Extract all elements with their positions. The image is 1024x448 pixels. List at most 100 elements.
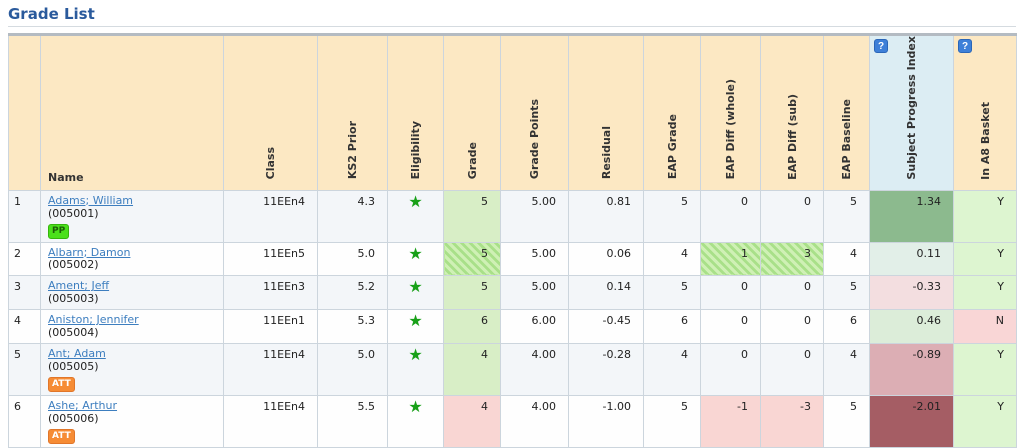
row-number-cell: 6 bbox=[8, 395, 41, 448]
ks2-prior-cell: 5.0 bbox=[317, 343, 388, 397]
grade-cell: 5 bbox=[443, 241, 501, 277]
class-cell: 11EEn4 bbox=[223, 395, 318, 448]
eligibility-cell: ★ bbox=[387, 241, 444, 277]
eap-diff-sub-cell: 0 bbox=[760, 309, 824, 345]
eligibility-star-icon: ★ bbox=[408, 191, 423, 211]
column-header-class: Class bbox=[223, 34, 318, 191]
student-id: (005001) bbox=[48, 206, 99, 220]
table-row: 4 Aniston; Jennifer (005004) 11EEn1 5.3 ★ 6 6.0… bbox=[8, 309, 1017, 345]
class-cell: 11EEn5 bbox=[223, 241, 318, 277]
residual-cell: -1.00 bbox=[568, 395, 644, 448]
eligibility-star-icon: ★ bbox=[408, 311, 423, 331]
ks2-prior-cell: 5.0 bbox=[317, 241, 388, 277]
grade-points-cell: 6.00 bbox=[500, 309, 569, 345]
page-title: Grade List bbox=[8, 5, 95, 23]
header-row: Name Class KS2 Prior Eligibility Grade G… bbox=[8, 34, 1017, 191]
eap-diff-whole-cell: 0 bbox=[700, 343, 761, 397]
subject-progress-index-cell: -0.33 bbox=[869, 275, 954, 311]
student-link[interactable]: Albarn; Damon bbox=[48, 245, 131, 259]
table-row: 2 Albarn; Damon (005002) 11EEn5 5.0 ★ 5 5.00 0.0… bbox=[8, 241, 1017, 277]
ks2-prior-cell: 5.2 bbox=[317, 275, 388, 311]
class-cell: 11EEn3 bbox=[223, 275, 318, 311]
eap-baseline-cell: 4 bbox=[823, 241, 870, 277]
eap-grade-cell: 5 bbox=[643, 189, 701, 243]
grade-cell: 5 bbox=[443, 275, 501, 311]
eap-diff-sub-cell: -3 bbox=[760, 395, 824, 448]
grade-list-table: Name Class KS2 Prior Eligibility Grade G… bbox=[8, 33, 1017, 448]
in-a8-basket-cell: Y bbox=[953, 343, 1017, 397]
class-cell: 11EEn1 bbox=[223, 309, 318, 345]
grade-points-cell: 5.00 bbox=[500, 275, 569, 311]
column-header-eap-diff-sub: EAP Diff (sub) bbox=[760, 34, 824, 191]
eap-diff-whole-cell: 1 bbox=[700, 241, 761, 277]
ks2-prior-cell: 5.5 bbox=[317, 395, 388, 448]
column-header-subject-progress-index: ? Subject Progress Index bbox=[869, 34, 954, 191]
subject-progress-index-cell: -0.89 bbox=[869, 343, 954, 397]
class-cell: 11EEn4 bbox=[223, 189, 318, 243]
residual-cell: -0.45 bbox=[568, 309, 644, 345]
grade-points-cell: 4.00 bbox=[500, 343, 569, 397]
ks2-prior-cell: 4.3 bbox=[317, 189, 388, 243]
att-badge: ATT bbox=[48, 377, 75, 393]
column-header-name: Name bbox=[40, 34, 224, 191]
student-id: (005003) bbox=[48, 292, 99, 306]
column-header-eap-diff-whole: EAP Diff (whole) bbox=[700, 34, 761, 191]
eap-diff-sub-cell: 0 bbox=[760, 343, 824, 397]
eap-grade-cell: 5 bbox=[643, 275, 701, 311]
pp-badge: PP bbox=[48, 223, 70, 239]
eligibility-star-icon: ★ bbox=[408, 277, 423, 297]
eap-grade-cell: 4 bbox=[643, 343, 701, 397]
eap-diff-whole-cell: 0 bbox=[700, 309, 761, 345]
eligibility-cell: ★ bbox=[387, 343, 444, 397]
student-id: (005002) bbox=[48, 258, 99, 272]
grade-cell: 4 bbox=[443, 395, 501, 448]
column-header-eap-grade: EAP Grade bbox=[643, 34, 701, 191]
row-number-cell: 4 bbox=[8, 309, 41, 345]
table-row: 6 Ashe; Arthur (005006) ATT 11EEn4 5.5 ★ 4 4.00-… bbox=[8, 395, 1017, 448]
att-badge: ATT bbox=[48, 429, 75, 445]
column-header-ks2-prior: KS2 Prior bbox=[317, 34, 388, 191]
class-cell: 11EEn4 bbox=[223, 343, 318, 397]
eap-diff-whole-cell: 0 bbox=[700, 275, 761, 311]
student-link[interactable]: Adams; William bbox=[48, 193, 134, 207]
row-number-cell: 1 bbox=[8, 189, 41, 243]
student-name-cell: Ashe; Arthur (005006) ATT bbox=[40, 395, 224, 448]
in-a8-basket-cell: Y bbox=[953, 241, 1017, 277]
grade-points-cell: 5.00 bbox=[500, 241, 569, 277]
student-name-cell: Aniston; Jennifer (005004) bbox=[40, 309, 224, 345]
student-link[interactable]: Ashe; Arthur bbox=[48, 399, 118, 413]
grade-points-cell: 5.00 bbox=[500, 189, 569, 243]
student-name-cell: Ament; Jeff (005003) bbox=[40, 275, 224, 311]
grade-cell: 5 bbox=[443, 189, 501, 243]
student-link[interactable]: Ament; Jeff bbox=[48, 279, 110, 293]
help-icon[interactable]: ? bbox=[874, 39, 888, 53]
eligibility-cell: ★ bbox=[387, 309, 444, 345]
eap-grade-cell: 5 bbox=[643, 395, 701, 448]
subject-progress-index-cell: 0.11 bbox=[869, 241, 954, 277]
column-header-eap-baseline: EAP Baseline bbox=[823, 34, 870, 191]
subject-progress-index-cell: 1.34 bbox=[869, 189, 954, 243]
help-icon[interactable]: ? bbox=[958, 39, 972, 53]
column-header-rownum bbox=[8, 34, 41, 191]
title-divider bbox=[8, 26, 1016, 27]
eap-baseline-cell: 5 bbox=[823, 395, 870, 448]
eap-baseline-cell: 4 bbox=[823, 343, 870, 397]
eap-baseline-cell: 6 bbox=[823, 309, 870, 345]
student-link[interactable]: Aniston; Jennifer bbox=[48, 313, 139, 327]
student-link[interactable]: Ant; Adam bbox=[48, 347, 106, 361]
student-id: (005004) bbox=[48, 326, 99, 340]
eligibility-cell: ★ bbox=[387, 275, 444, 311]
column-header-residual: Residual bbox=[568, 34, 644, 191]
column-header-eligibility: Eligibility bbox=[387, 34, 444, 191]
student-name-cell: Albarn; Damon (005002) bbox=[40, 241, 224, 277]
in-a8-basket-cell: Y bbox=[953, 395, 1017, 448]
table-row: 1 Adams; William (005001) PP 11EEn4 4.3 ★ 5 5.00… bbox=[8, 189, 1017, 243]
eligibility-cell: ★ bbox=[387, 395, 444, 448]
eap-diff-sub-cell: 0 bbox=[760, 189, 824, 243]
table-row: 5 Ant; Adam (005005) ATT 11EEn4 5.0 ★ 4 4.00 -0.2… bbox=[8, 343, 1017, 397]
in-a8-basket-cell: Y bbox=[953, 189, 1017, 243]
residual-cell: -0.28 bbox=[568, 343, 644, 397]
column-header-grade: Grade bbox=[443, 34, 501, 191]
column-header-grade-points: Grade Points bbox=[500, 34, 569, 191]
eligibility-cell: ★ bbox=[387, 189, 444, 243]
